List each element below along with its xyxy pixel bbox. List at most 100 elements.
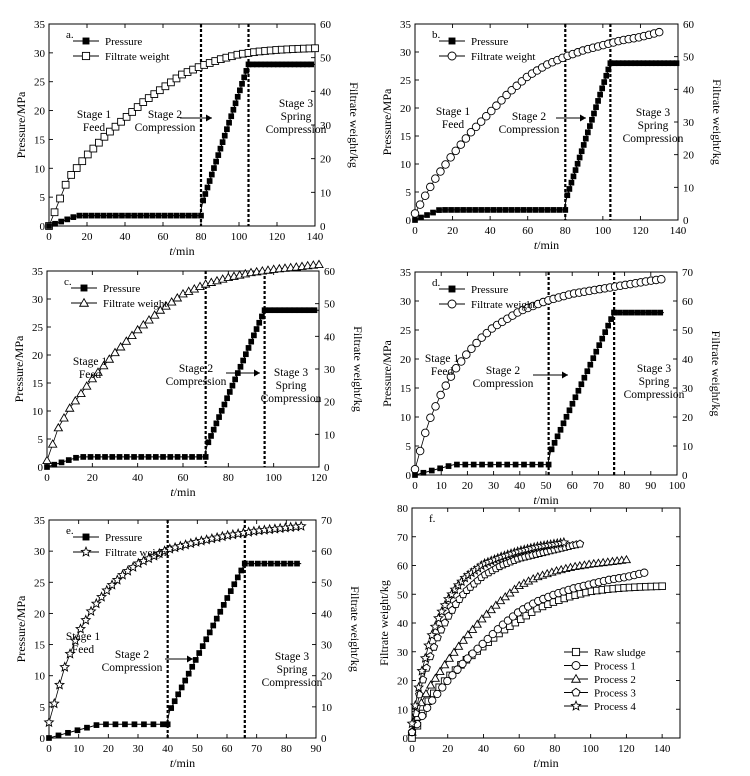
pressure-point — [74, 727, 81, 734]
y-axis-label: Pressure/MPa — [380, 88, 394, 155]
legend-label: Filtrate weight — [471, 51, 535, 63]
pressure-point — [217, 145, 224, 152]
pressure-point — [294, 560, 300, 567]
y-tick-label: 10 — [397, 704, 409, 716]
pressure-point — [202, 191, 209, 197]
y-right-tick-label: 10 — [682, 441, 694, 453]
pressure-point — [593, 104, 599, 111]
panel-label: d. — [432, 277, 441, 289]
pressure-point — [308, 61, 315, 68]
x-tick-label: 40 — [514, 480, 526, 492]
pressure-point — [581, 374, 588, 381]
pressure-point — [234, 574, 241, 581]
filtrate-point — [150, 90, 159, 98]
y-axis-label: Pressure/MPa — [12, 335, 26, 402]
stage-label: Stage 3 Spring Compression — [623, 107, 684, 145]
filtrate-point — [96, 591, 108, 602]
x-tick-label: 0 — [44, 472, 50, 484]
pressure-point — [94, 212, 101, 219]
pressure-point — [412, 472, 418, 478]
pressure-point — [65, 729, 71, 736]
y-right-tick-label: 40 — [321, 608, 333, 620]
series-point — [473, 644, 482, 653]
y-right-tick-label: 50 — [320, 53, 332, 65]
pressure-point — [605, 66, 612, 73]
pressure-point — [572, 394, 579, 401]
pressure-point — [255, 560, 261, 567]
y-right-axis-label: Filtrate weight/kg — [351, 326, 365, 412]
filtrate-point — [446, 153, 455, 162]
x-tick-label: 20 — [447, 225, 459, 237]
stage-arrow-head — [562, 371, 568, 379]
stage-label: Stage 2 Compression — [499, 111, 560, 136]
filtrate-point — [431, 174, 440, 183]
series-point — [409, 699, 421, 711]
pressure-point — [472, 207, 478, 213]
legend-pressure-marker — [448, 37, 456, 45]
pressure-point — [570, 173, 577, 180]
filtrate-point — [101, 584, 113, 596]
pressure-point — [582, 135, 589, 142]
pressure-point — [564, 192, 571, 199]
filtrate-point — [476, 117, 486, 126]
series-point — [444, 653, 455, 662]
y-tick-label: 30 — [400, 47, 412, 59]
series-point — [442, 593, 454, 604]
pressure-point — [160, 721, 166, 728]
series-point — [439, 599, 451, 610]
filtrate-point — [110, 347, 120, 357]
pressure-point — [109, 454, 116, 460]
pressure-point — [478, 207, 484, 213]
filtrate-point — [472, 338, 481, 348]
y-right-axis-label: Filtrate weight/kg — [709, 331, 723, 417]
pressure-point — [266, 307, 273, 314]
pressure-point — [243, 68, 250, 74]
filtrate-point — [138, 319, 149, 329]
filtrate-point — [122, 113, 131, 121]
pressure-point — [58, 459, 65, 466]
series-point — [407, 727, 417, 736]
series-point — [658, 582, 666, 590]
pressure-point — [131, 721, 138, 728]
stage-label: Stage 3 Spring Compression — [266, 98, 327, 136]
stage-label: Stage 1 Feed — [66, 631, 100, 656]
legend-label: Process 4 — [594, 701, 636, 713]
legend-label: Filtrate weight — [471, 299, 535, 311]
filtrate-point — [436, 167, 445, 176]
x-tick-label: 40 — [162, 743, 174, 755]
plot-frame — [411, 507, 681, 739]
pressure-point — [206, 629, 213, 636]
pressure-point — [178, 684, 185, 691]
filtrate-point — [42, 455, 52, 464]
pressure-point — [470, 461, 477, 468]
series-point — [429, 621, 441, 632]
x-tick-label: 100 — [595, 225, 612, 237]
pressure-point — [55, 732, 62, 739]
filtrate-series — [410, 275, 666, 474]
series-point — [491, 600, 501, 609]
pressure-point — [208, 171, 215, 178]
pressure-point — [502, 207, 509, 213]
y-tick-label: 20 — [34, 106, 46, 118]
stage-arrow-head — [580, 114, 586, 122]
pressure-point — [286, 307, 293, 314]
legend-marker — [571, 661, 581, 670]
stage-label: Stage 3 Spring Compression — [624, 363, 685, 401]
filtrate-point — [166, 297, 177, 306]
filtrate-point — [98, 360, 109, 370]
pressure-point — [234, 93, 241, 100]
filtrate-point — [72, 164, 81, 172]
y-tick-label: 25 — [34, 77, 46, 89]
y-tick-label: 15 — [34, 640, 46, 652]
y-tick-label: 5 — [406, 187, 412, 199]
filtrate-point — [314, 259, 324, 268]
pressure-point — [229, 382, 236, 389]
pressure-point — [466, 207, 472, 213]
x-tick-label: 20 — [462, 480, 474, 492]
pressure-point — [185, 212, 192, 219]
filtrate-point — [48, 697, 60, 709]
filtrate-point — [89, 144, 98, 153]
filtrate-point — [451, 364, 461, 373]
filtrate-point — [59, 661, 71, 672]
x-tick-label: 60 — [522, 225, 534, 237]
